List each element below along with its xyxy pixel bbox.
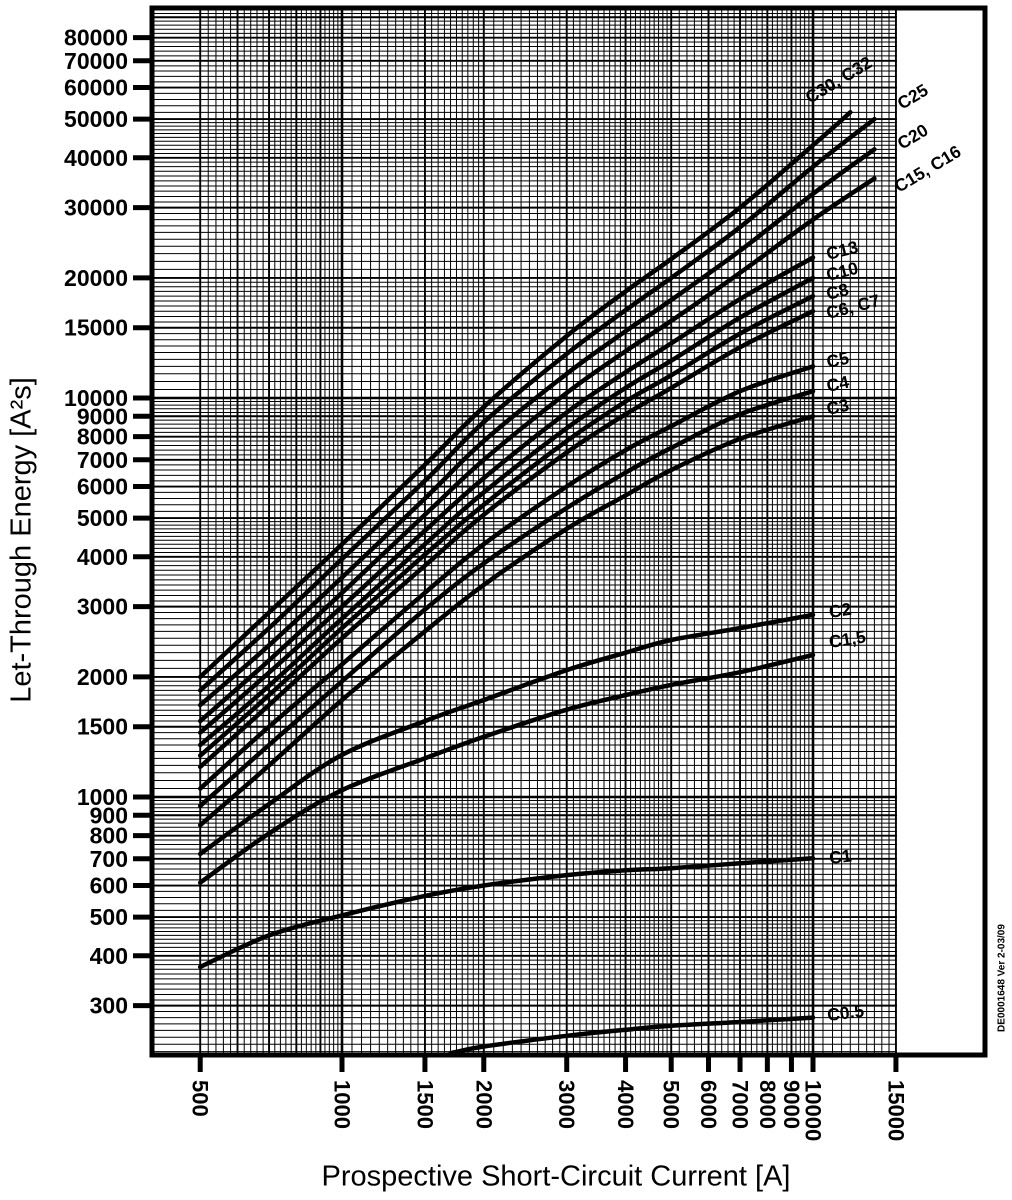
- y-tick-label: 1000: [77, 784, 128, 810]
- x-tick-label: 5000: [659, 1080, 684, 1129]
- curve-label-c4: C4: [825, 372, 851, 396]
- y-tick-label: 800: [90, 823, 128, 849]
- y-tick-label: 60000: [64, 75, 128, 101]
- y-tick-label: 4000: [77, 544, 128, 570]
- x-tick-label: 3000: [554, 1080, 579, 1129]
- x-axis-ticks: 500 1000 1500 2000 3000 4000 5000 6000 7000 8000 9…: [188, 1055, 908, 1141]
- x-tick-label: 6000: [696, 1080, 721, 1129]
- x-tick-label: 1000: [330, 1080, 355, 1129]
- y-tick-label: 600: [90, 873, 128, 899]
- y-tick-label: 10000: [64, 385, 128, 411]
- y-tick-label: 5000: [77, 505, 128, 531]
- y-tick-label: 1500: [77, 714, 128, 740]
- y-axis-title: Let-Through Energy [A²s]: [5, 377, 38, 703]
- y-tick-label: 900: [90, 802, 128, 828]
- y-tick-label: 300: [90, 993, 128, 1019]
- curve-label-c2: C2: [827, 599, 852, 622]
- x-tick-label: 15000: [883, 1080, 908, 1141]
- y-tick-label: 500: [90, 904, 128, 930]
- curve-c8: [197, 293, 816, 758]
- curve-label-c0-5: C0.5: [826, 1001, 865, 1025]
- curve-c4: [197, 388, 816, 809]
- y-tick-label: 3000: [77, 594, 128, 620]
- x-tick-label: 7000: [728, 1080, 753, 1129]
- curve-c6-c7: [197, 308, 816, 770]
- curve-label-c1-5: C1,5: [827, 626, 867, 652]
- x-tick-label: 9000: [779, 1080, 804, 1129]
- y-tick-label: 15000: [64, 315, 128, 341]
- grid-layer: [152, 8, 897, 1055]
- curve-c25: [197, 116, 877, 693]
- y-tick-label: 20000: [64, 265, 128, 291]
- x-axis-title: Prospective Short-Circuit Current [A]: [321, 1160, 791, 1193]
- curve-label-c1: C1: [828, 845, 853, 868]
- x-tick-label: 2000: [471, 1080, 496, 1129]
- curve-label-c20: C20: [894, 120, 932, 154]
- x-tick-label: 500: [188, 1080, 213, 1117]
- y-tick-label: 30000: [64, 195, 128, 221]
- curve-c10: [197, 275, 816, 748]
- curve-c3: [197, 414, 816, 828]
- x-tick-label: 8000: [755, 1080, 780, 1129]
- y-tick-label: 9000: [77, 403, 128, 429]
- y-tick-label: 80000: [64, 25, 128, 51]
- curve-c13: [197, 255, 816, 735]
- x-tick-label: 10000: [801, 1080, 826, 1141]
- curve-c0-5: [448, 1015, 816, 1056]
- x-tick-label: 1500: [412, 1080, 437, 1129]
- curve-c2: [197, 612, 816, 857]
- y-tick-label: 8000: [77, 424, 128, 450]
- document-version-watermark: DE0001648 Ver 2-03/09: [996, 924, 1008, 1032]
- y-tick-label: 700: [90, 846, 128, 872]
- y-tick-label: 400: [90, 943, 128, 969]
- y-tick-label: 7000: [77, 447, 128, 473]
- curves-layer: [197, 110, 877, 1056]
- curve-c5: [197, 364, 816, 791]
- curve-label-c3: C3: [825, 395, 851, 419]
- y-tick-label: 40000: [64, 145, 128, 171]
- x-tick-label: 4000: [613, 1080, 638, 1129]
- curve-c1: [197, 856, 816, 970]
- curve-c30-c32: [197, 110, 853, 680]
- curve-label-c25: C25: [894, 80, 932, 114]
- curve-label-c5: C5: [825, 348, 851, 372]
- curve-c15-c16: [197, 176, 877, 724]
- y-tick-label: 70000: [64, 48, 128, 74]
- curve-c20: [197, 147, 877, 708]
- y-tick-label: 6000: [77, 474, 128, 500]
- curve-c1-5: [197, 652, 816, 885]
- y-tick-label: 2000: [77, 664, 128, 690]
- y-tick-label: 50000: [64, 106, 128, 132]
